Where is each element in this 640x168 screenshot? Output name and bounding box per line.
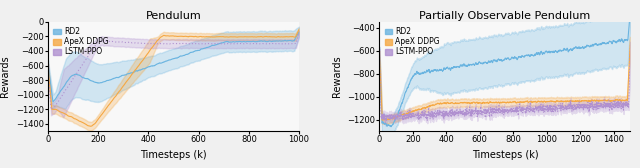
Legend: RD2, ApeX DDPG, LSTM-PPO: RD2, ApeX DDPG, LSTM-PPO [52, 26, 110, 58]
Y-axis label: Rewards: Rewards [0, 56, 10, 97]
X-axis label: Timesteps (k): Timesteps (k) [472, 150, 538, 160]
Legend: RD2, ApeX DDPG, LSTM-PPO: RD2, ApeX DDPG, LSTM-PPO [383, 26, 442, 58]
Title: Pendulum: Pendulum [146, 11, 202, 21]
Title: Partially Observable Pendulum: Partially Observable Pendulum [419, 11, 591, 21]
Y-axis label: Rewards: Rewards [332, 56, 342, 97]
X-axis label: Timesteps (k): Timesteps (k) [140, 150, 207, 160]
